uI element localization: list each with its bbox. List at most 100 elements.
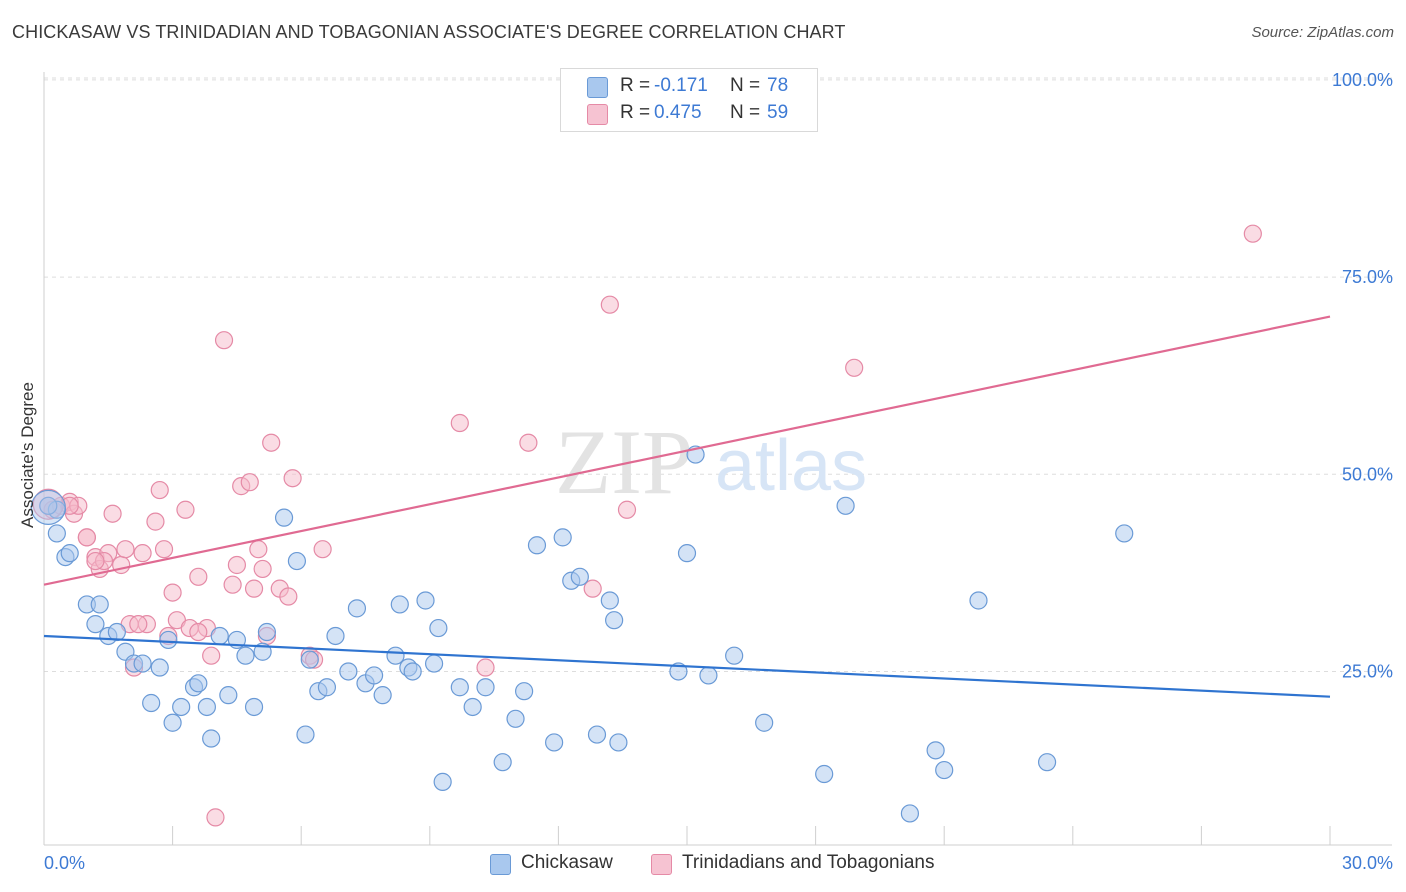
- data-point: [429, 618, 448, 638]
- data-point: [240, 473, 259, 492]
- data-point: [364, 666, 384, 685]
- data-point: [755, 713, 774, 732]
- data-point: [1243, 224, 1262, 243]
- data-point: [253, 559, 272, 579]
- data-point: [283, 469, 302, 488]
- data-point: [493, 753, 512, 772]
- data-point: [527, 536, 547, 555]
- x-tick-label: 0.0%: [44, 853, 85, 873]
- trend-lines: [43, 315, 1331, 698]
- data-point: [583, 579, 602, 598]
- data-point: [133, 544, 152, 563]
- data-point: [150, 658, 169, 677]
- data-point: [725, 646, 744, 665]
- data-point: [476, 678, 495, 697]
- watermark-zip: ZIP: [555, 411, 693, 513]
- data-point: [926, 741, 945, 760]
- data-point: [935, 760, 954, 780]
- data-point: [416, 591, 435, 610]
- data-point: [172, 697, 191, 717]
- x-tick-labels: 0.0% 30.0%: [44, 853, 1393, 873]
- legend-n-label: N =: [730, 75, 761, 96]
- data-point: [206, 808, 225, 827]
- data-point: [699, 666, 718, 685]
- data-point: [545, 733, 564, 752]
- data-point: [244, 579, 264, 598]
- data-point: [1115, 524, 1134, 543]
- data-point: [476, 658, 495, 677]
- data-point: [450, 413, 469, 433]
- data-point: [339, 662, 358, 681]
- legend-swatch-pink: [587, 104, 608, 125]
- legend-swatch-blue: [587, 77, 608, 98]
- data-point: [47, 524, 66, 543]
- data-point: [86, 551, 105, 571]
- y-tick-label: 75.0%: [1342, 267, 1393, 287]
- data-point: [519, 433, 538, 452]
- data-point: [159, 630, 178, 650]
- axes: [43, 72, 1392, 846]
- data-point: [815, 764, 834, 784]
- data-point: [450, 678, 469, 697]
- data-point: [463, 697, 482, 717]
- data-point: [587, 725, 607, 744]
- data-point: [154, 540, 174, 559]
- data-point: [600, 591, 619, 610]
- data-point: [515, 682, 534, 701]
- y-tick-labels: 25.0% 50.0% 75.0% 100.0%: [1332, 70, 1393, 682]
- data-point: [1037, 753, 1057, 772]
- data-point: [236, 646, 255, 665]
- data-point: [390, 595, 409, 614]
- data-point: [150, 480, 169, 500]
- data-point: [197, 697, 216, 717]
- data-point: [506, 709, 525, 728]
- points-blue: [30, 445, 1134, 823]
- data-point: [133, 654, 152, 673]
- data-point: [244, 697, 264, 717]
- data-point: [317, 678, 337, 697]
- trend-line-chickasaw: [43, 634, 1331, 698]
- data-point: [570, 567, 589, 586]
- series-label: Chickasaw: [521, 852, 613, 873]
- series-swatch-pink: [651, 854, 672, 875]
- data-point: [116, 540, 135, 559]
- data-point: [214, 331, 234, 350]
- data-point: [223, 575, 242, 594]
- data-point: [296, 725, 315, 744]
- data-point: [142, 693, 161, 713]
- series-swatch-blue: [490, 854, 511, 875]
- data-point: [202, 729, 221, 748]
- data-point: [189, 622, 208, 642]
- data-point: [257, 622, 277, 642]
- data-point: [424, 654, 444, 673]
- stats-legend: R = -0.171 N = 78 R = 0.475 N = 59: [560, 68, 818, 132]
- data-point: [60, 544, 79, 563]
- data-point: [202, 646, 221, 665]
- data-point: [900, 804, 920, 823]
- data-point: [836, 496, 855, 515]
- y-tick-label: 25.0%: [1342, 661, 1393, 681]
- data-point: [129, 615, 148, 634]
- y-tick-label: 100.0%: [1332, 70, 1393, 90]
- legend-r-label: R =: [620, 102, 651, 123]
- trend-line-trinidadian: [43, 315, 1331, 586]
- data-point: [279, 587, 298, 606]
- data-point: [189, 674, 208, 693]
- data-point: [287, 551, 307, 571]
- data-point: [86, 615, 105, 634]
- chart-title: CHICKASAW VS TRINIDADIAN AND TOBAGONIAN …: [12, 22, 846, 42]
- legend-n-label: N =: [730, 102, 761, 123]
- watermark: ZIP atlas: [555, 411, 867, 513]
- data-point: [210, 626, 229, 646]
- source-credit: Source: ZipAtlas.com: [1251, 24, 1394, 41]
- legend-n-value: 59: [767, 102, 789, 123]
- data-point: [146, 512, 165, 531]
- data-point: [845, 358, 864, 377]
- data-point: [617, 500, 637, 519]
- data-point: [227, 555, 246, 575]
- data-point-cluster: [30, 489, 66, 526]
- x-tick-label: 30.0%: [1342, 853, 1393, 873]
- legend-r-value: 0.475: [654, 102, 702, 123]
- data-point: [107, 622, 126, 642]
